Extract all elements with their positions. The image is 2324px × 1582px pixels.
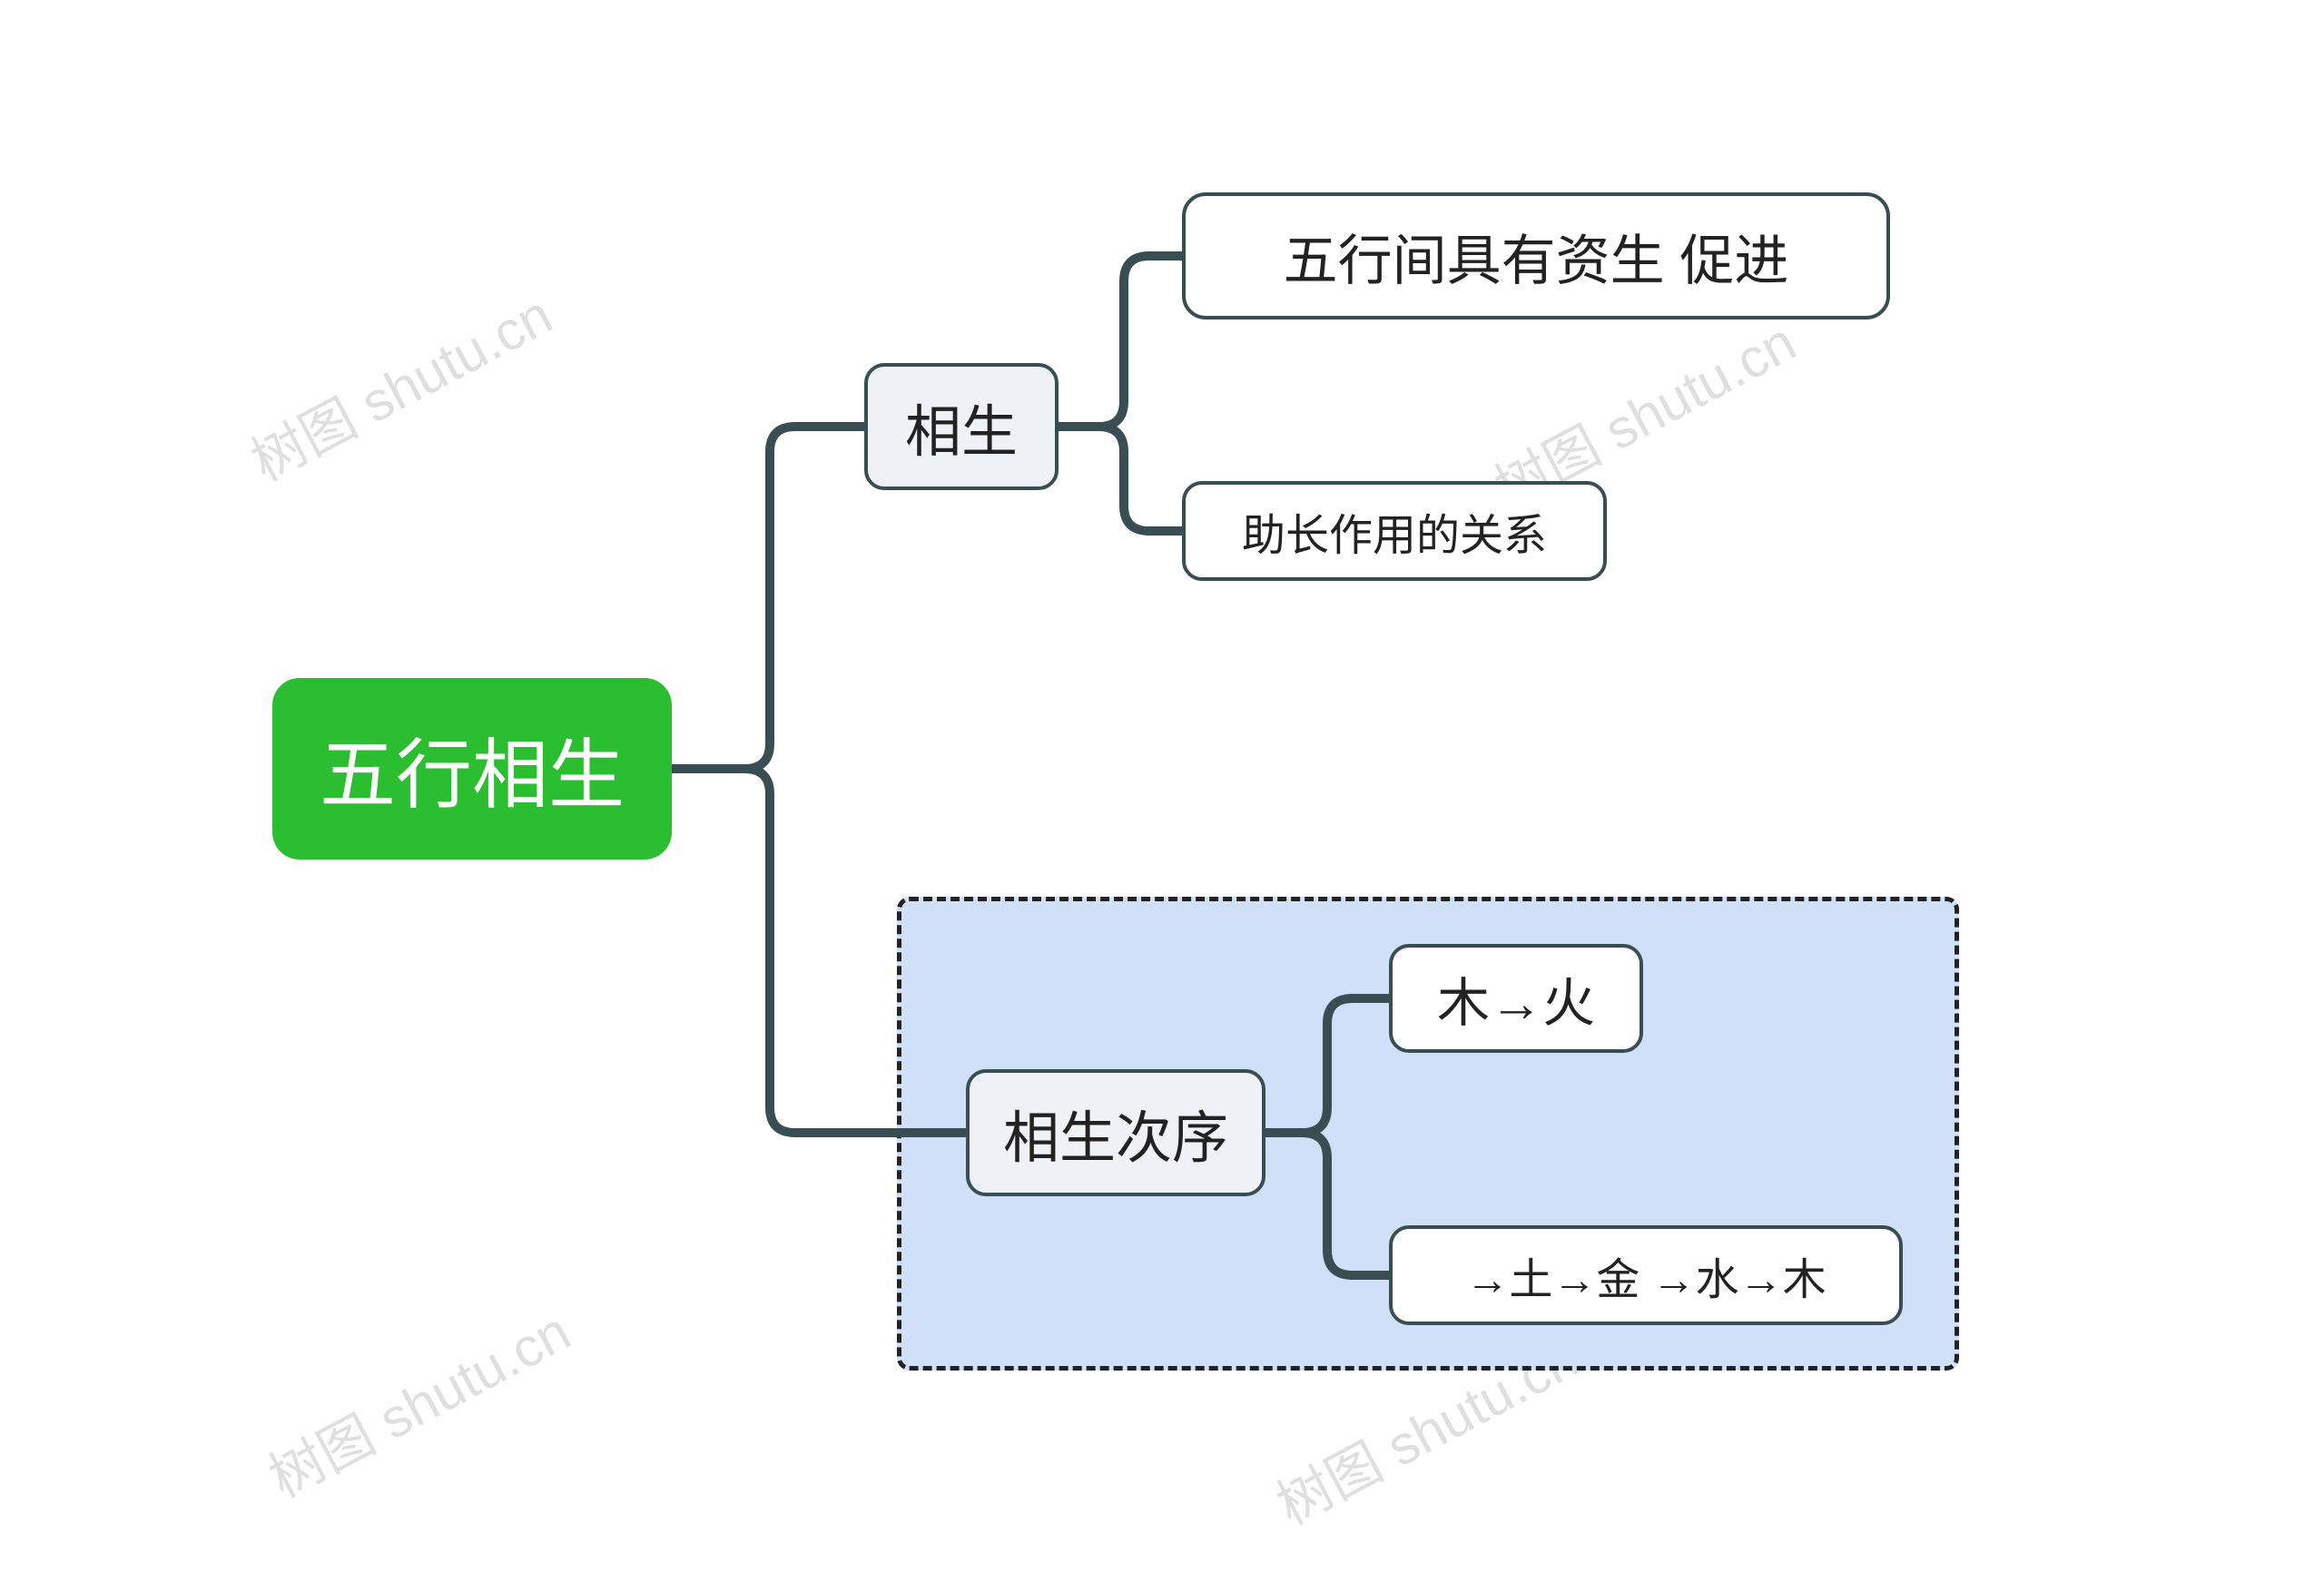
leaf-node[interactable]: 五行间具有资生 促进 — [1182, 192, 1890, 319]
leaf-node[interactable]: →土→金 →水→木 — [1389, 1225, 1903, 1325]
watermark: 树图 shutu.cn — [235, 272, 564, 496]
branch-node[interactable]: 相生次序 — [966, 1069, 1265, 1196]
watermark: 树图 shutu.cn — [253, 1289, 582, 1513]
leaf-node[interactable]: 木→火 — [1389, 944, 1643, 1053]
root-node[interactable]: 五行相生 — [272, 678, 672, 860]
mindmap-canvas: 树图 shutu.cn 树图 shutu.cn 树图 shutu.cn 树图 s… — [0, 0, 2324, 1582]
branch-node[interactable]: 相生 — [864, 363, 1059, 490]
leaf-node[interactable]: 助长作用的关系 — [1182, 481, 1607, 581]
